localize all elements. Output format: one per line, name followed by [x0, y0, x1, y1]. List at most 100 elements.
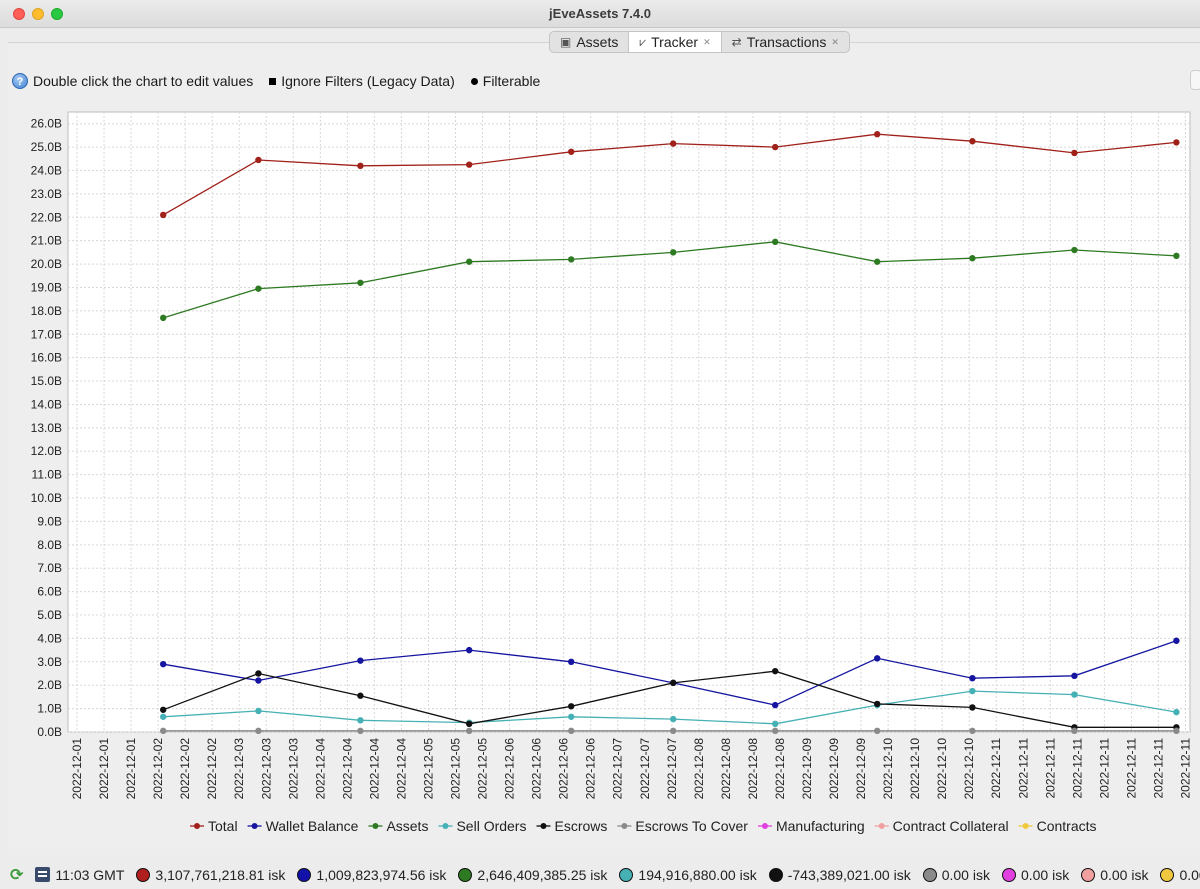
- y-tick-label: 23.0B: [31, 187, 62, 201]
- legend-marker-icon: [762, 823, 768, 829]
- data-point-escrows[interactable]: [466, 721, 472, 727]
- data-point-sell-orders[interactable]: [1173, 709, 1179, 715]
- data-point-assets[interactable]: [772, 239, 778, 245]
- data-point-sell-orders[interactable]: [357, 717, 363, 723]
- data-point-sell-orders[interactable]: [1071, 691, 1077, 697]
- data-point-assets[interactable]: [255, 285, 261, 291]
- data-point-total[interactable]: [568, 149, 574, 155]
- data-point-total[interactable]: [1173, 139, 1179, 145]
- x-tick-label: 2022-12-08: [692, 738, 706, 800]
- data-point-wallet-balance[interactable]: [568, 659, 574, 665]
- data-point-total[interactable]: [874, 131, 880, 137]
- data-point-total[interactable]: [357, 163, 363, 169]
- data-point-wallet-balance[interactable]: [255, 677, 261, 683]
- data-point-wallet-balance[interactable]: [874, 655, 880, 661]
- side-panel-toggle-button[interactable]: [1190, 70, 1200, 90]
- data-point-sell-orders[interactable]: [772, 721, 778, 727]
- status-value: 194,916,880.00 isk: [619, 867, 756, 883]
- data-point-assets[interactable]: [1173, 253, 1179, 259]
- data-point-escrows[interactable]: [255, 670, 261, 676]
- data-point-escrows-to-cover[interactable]: [772, 728, 778, 734]
- filterable-legend: Filterable: [471, 73, 541, 89]
- legend-item-wallet-balance[interactable]: Wallet Balance: [266, 818, 359, 834]
- data-point-escrows[interactable]: [772, 668, 778, 674]
- data-point-total[interactable]: [969, 138, 975, 144]
- data-point-wallet-balance[interactable]: [357, 657, 363, 663]
- data-point-escrows[interactable]: [874, 701, 880, 707]
- data-point-sell-orders[interactable]: [969, 688, 975, 694]
- data-point-assets[interactable]: [160, 315, 166, 321]
- data-point-total[interactable]: [772, 144, 778, 150]
- tab-label: Tracker: [651, 34, 698, 50]
- tab-assets[interactable]: ▣ Assets: [550, 32, 629, 52]
- status-color-dot-icon: [769, 868, 783, 882]
- legend-item-assets[interactable]: Assets: [386, 818, 428, 834]
- data-point-assets[interactable]: [1071, 247, 1077, 253]
- plot-area[interactable]: [68, 112, 1190, 732]
- legend-item-contract-collateral[interactable]: Contract Collateral: [893, 818, 1009, 834]
- data-point-wallet-balance[interactable]: [160, 661, 166, 667]
- legend-item-contracts[interactable]: Contracts: [1037, 818, 1097, 834]
- x-tick-label: 2022-12-02: [205, 738, 219, 800]
- data-point-total[interactable]: [160, 212, 166, 218]
- data-point-escrows-to-cover[interactable]: [874, 728, 880, 734]
- data-point-total[interactable]: [1071, 150, 1077, 156]
- data-point-sell-orders[interactable]: [160, 714, 166, 720]
- data-point-escrows[interactable]: [160, 707, 166, 713]
- data-point-total[interactable]: [670, 140, 676, 146]
- data-point-escrows-to-cover[interactable]: [670, 728, 676, 734]
- refresh-icon[interactable]: ⟳: [10, 865, 23, 885]
- data-point-assets[interactable]: [874, 259, 880, 265]
- data-point-wallet-balance[interactable]: [466, 647, 472, 653]
- data-point-assets[interactable]: [969, 255, 975, 261]
- y-tick-label: 19.0B: [31, 280, 62, 294]
- legend-item-escrows[interactable]: Escrows: [554, 818, 607, 834]
- status-color-dot-icon: [619, 868, 633, 882]
- status-value-text: 1,009,823,974.56 isk: [316, 867, 446, 883]
- data-point-sell-orders[interactable]: [568, 714, 574, 720]
- data-point-escrows-to-cover[interactable]: [969, 728, 975, 734]
- data-point-escrows-to-cover[interactable]: [1173, 728, 1179, 734]
- x-tick-label: 2022-12-06: [557, 738, 571, 800]
- data-point-wallet-balance[interactable]: [1071, 673, 1077, 679]
- data-point-escrows-to-cover[interactable]: [568, 728, 574, 734]
- status-value: 1,009,823,974.56 isk: [297, 867, 446, 883]
- data-point-wallet-balance[interactable]: [969, 675, 975, 681]
- status-color-dot-icon: [136, 868, 150, 882]
- data-point-sell-orders[interactable]: [670, 716, 676, 722]
- legend-item-manufacturing[interactable]: Manufacturing: [776, 818, 865, 834]
- data-point-assets[interactable]: [670, 249, 676, 255]
- data-point-escrows-to-cover[interactable]: [466, 728, 472, 734]
- data-point-escrows-to-cover[interactable]: [255, 728, 261, 734]
- tab-tracker[interactable]: ⩗ Tracker ✕: [629, 32, 721, 52]
- tracker-chart[interactable]: 0.0B 1.0B 2.0B 3.0B 4.0B 5.0B 6.0B 7.0B 8.0B 9.0B…: [0, 100, 1200, 850]
- data-point-assets[interactable]: [357, 280, 363, 286]
- y-tick-label: 17.0B: [31, 327, 62, 341]
- data-point-escrows-to-cover[interactable]: [160, 728, 166, 734]
- status-color-dot-icon: [458, 868, 472, 882]
- data-point-sell-orders[interactable]: [255, 708, 261, 714]
- data-point-total[interactable]: [255, 157, 261, 163]
- legend-item-sell-orders[interactable]: Sell Orders: [456, 818, 526, 834]
- tab-transactions[interactable]: ⇄ Transactions ✕: [722, 32, 849, 52]
- data-point-escrows-to-cover[interactable]: [1071, 728, 1077, 734]
- status-value: 0.00 isk: [1081, 867, 1148, 883]
- x-tick-label: 2022-12-08: [773, 738, 787, 800]
- close-tab-icon[interactable]: ✕: [703, 37, 711, 48]
- y-tick-label: 15.0B: [31, 374, 62, 388]
- filterable-label: Filterable: [483, 73, 541, 89]
- data-point-escrows[interactable]: [568, 703, 574, 709]
- data-point-assets[interactable]: [466, 259, 472, 265]
- close-tab-icon[interactable]: ✕: [831, 37, 839, 48]
- legend-item-total[interactable]: Total: [208, 818, 238, 834]
- data-point-escrows[interactable]: [357, 693, 363, 699]
- data-point-escrows[interactable]: [670, 680, 676, 686]
- x-tick-label: 2022-12-06: [530, 738, 544, 800]
- data-point-total[interactable]: [466, 161, 472, 167]
- data-point-wallet-balance[interactable]: [1173, 638, 1179, 644]
- data-point-escrows[interactable]: [969, 704, 975, 710]
- data-point-escrows-to-cover[interactable]: [357, 728, 363, 734]
- legend-item-escrows-to-cover[interactable]: Escrows To Cover: [635, 818, 748, 834]
- data-point-wallet-balance[interactable]: [772, 702, 778, 708]
- data-point-assets[interactable]: [568, 256, 574, 262]
